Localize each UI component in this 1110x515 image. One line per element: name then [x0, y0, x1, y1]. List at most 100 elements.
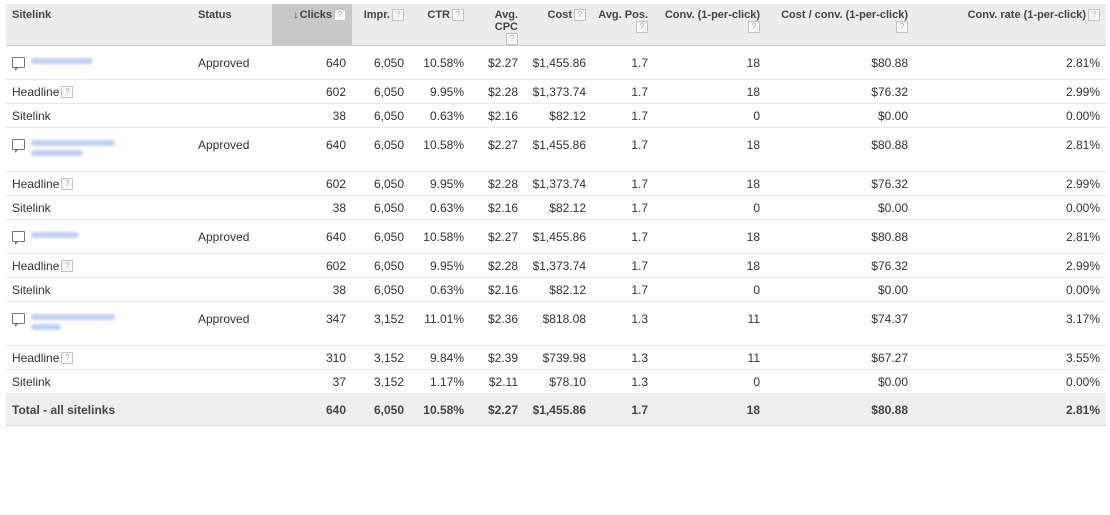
col-header-label: Conv. (1-per-click) [664, 9, 760, 21]
help-icon[interactable]: ? [61, 352, 74, 365]
help-icon[interactable]: ? [1088, 9, 1100, 22]
cost-cell: $1,455.86 [524, 45, 592, 81]
col-header-label: Avg. CPC [494, 9, 518, 33]
speech-bubble-icon [12, 139, 25, 154]
help-icon[interactable]: ? [61, 86, 74, 99]
col-header-ctr[interactable]: CTR? [410, 4, 470, 47]
cost-conv-cell: $0.00 [766, 195, 914, 221]
help-icon[interactable]: ? [636, 21, 648, 34]
cost-conv-cell: $80.88 [766, 127, 914, 173]
ctr-cell: 1.17% [410, 369, 470, 395]
sitelink-label: Sitelink [12, 282, 51, 297]
avg-cpc-cell: $2.28 [470, 171, 524, 197]
ctr-cell: 10.58% [410, 219, 470, 255]
avg-cpc-cell: $2.16 [470, 195, 524, 221]
conv-cell: 0 [654, 103, 766, 129]
col-header-conv-rate[interactable]: Conv. rate (1-per-click)? [914, 4, 1106, 47]
col-header-label: Sitelink [12, 9, 52, 21]
table-row: Sitelink 38 6,050 0.63% $2.16 $82.12 1.7 0 $0.00… [6, 195, 1106, 221]
col-header-sitelink[interactable]: Sitelink [6, 4, 192, 47]
col-header-label: Status [198, 9, 232, 21]
help-icon[interactable]: ? [334, 9, 346, 22]
table-row: Approved 640 6,050 10.58% $2.27 $1,455.86 1.7 1… [6, 219, 1106, 255]
col-header-avg-cpc[interactable]: Avg. CPC? [470, 4, 524, 47]
speech-bubble-icon [12, 57, 25, 72]
avg-pos-cell: 1.7 [592, 277, 654, 303]
avg-cpc-cell: $2.16 [470, 277, 524, 303]
cost-conv-cell: $76.32 [766, 79, 914, 105]
avg-pos-cell: 1.3 [592, 369, 654, 395]
table-row: Approved 640 6,050 10.58% $2.27 $1,455.86 1.7 1… [6, 45, 1106, 81]
conv-rate-cell: 0.00% [914, 103, 1106, 129]
clicks-cell: 310 [272, 345, 352, 371]
col-header-cost[interactable]: Cost? [524, 4, 592, 47]
col-header-conv[interactable]: Conv. (1-per-click)? [654, 4, 766, 47]
headline-label: Headline [12, 258, 60, 273]
impr-cell: 6,050 [352, 277, 410, 303]
conv-rate-cell: 2.81% [914, 45, 1106, 81]
help-icon[interactable]: ? [392, 9, 404, 22]
col-header-label: Impr. [363, 9, 390, 21]
conv-rate-cell: 3.17% [914, 301, 1106, 347]
col-header-clicks[interactable]: ↓Clicks? [272, 4, 352, 47]
sitelinks-table: Sitelink Status ↓Clicks? Impr.? CTR? Avg… [6, 4, 1106, 427]
col-header-status[interactable]: Status [192, 4, 272, 47]
status-cell [192, 345, 272, 371]
clicks-cell: 602 [272, 253, 352, 279]
conv-rate-cell: 2.99% [914, 253, 1106, 279]
sitelink-link-blurred[interactable] [31, 56, 93, 65]
clicks-cell: 37 [272, 369, 352, 395]
col-header-label: Avg. Pos. [598, 9, 648, 21]
sitelink-link-blurred[interactable] [31, 312, 115, 331]
avg-cpc-cell: $2.27 [470, 45, 524, 81]
conv-cell: 0 [654, 369, 766, 395]
conv-cell: 0 [654, 195, 766, 221]
avg-cpc-cell: $2.27 [470, 219, 524, 255]
avg-cpc-cell: $2.39 [470, 345, 524, 371]
col-header-impr[interactable]: Impr.? [352, 4, 410, 47]
clicks-cell: 640 [272, 45, 352, 81]
avg-cpc-cell: $2.27 [470, 127, 524, 173]
help-icon[interactable]: ? [896, 21, 908, 34]
status-cell: Approved [192, 127, 272, 173]
table-row: Sitelink 37 3,152 1.17% $2.11 $78.10 1.3 0 $0.00… [6, 369, 1106, 395]
conv-cell: 18 [654, 219, 766, 255]
avg-pos-cell: 1.7 [592, 45, 654, 81]
avg-cpc-cell: $2.28 [470, 253, 524, 279]
sitelink-link-blurred[interactable] [31, 230, 79, 239]
status-cell: Approved [192, 45, 272, 81]
cost-cell: $82.12 [524, 103, 592, 129]
avg-pos-cell: 1.7 [592, 195, 654, 221]
clicks-cell: 602 [272, 79, 352, 105]
total-row: Total - all sitelinks 640 6,050 10.58% $… [6, 393, 1106, 427]
status-cell [192, 79, 272, 105]
sitelink-cell: Headline? [6, 171, 192, 197]
help-icon[interactable]: ? [506, 33, 518, 46]
status-cell [192, 253, 272, 279]
col-header-avg-pos[interactable]: Avg. Pos.? [592, 4, 654, 47]
avg-pos-cell: 1.7 [592, 219, 654, 255]
impr-cell: 3,152 [352, 345, 410, 371]
table-row: Headline? 602 6,050 9.95% $2.28 $1,373.74 1.7 1… [6, 253, 1106, 279]
table-row: Headline? 602 6,050 9.95% $2.28 $1,373.74 1.7 1… [6, 171, 1106, 197]
help-icon[interactable]: ? [61, 178, 74, 191]
clicks-cell: 38 [272, 103, 352, 129]
sitelink-cell: Sitelink [6, 369, 192, 395]
help-icon[interactable]: ? [452, 9, 464, 22]
ctr-cell: 9.95% [410, 79, 470, 105]
help-icon[interactable]: ? [748, 21, 760, 34]
sitelink-cell: Sitelink [6, 103, 192, 129]
help-icon[interactable]: ? [574, 9, 586, 22]
impr-cell: 6,050 [352, 195, 410, 221]
help-icon[interactable]: ? [61, 260, 74, 273]
sitelink-link-blurred[interactable] [31, 138, 115, 157]
cost-cell: $1,373.74 [524, 171, 592, 197]
cost-cell: $1,373.74 [524, 253, 592, 279]
cost-conv-cell: $0.00 [766, 369, 914, 395]
sort-desc-icon: ↓ [293, 9, 299, 21]
avg-pos-cell: 1.7 [592, 103, 654, 129]
col-header-cost-per-conv[interactable]: Cost / conv. (1-per-click)? [766, 4, 914, 47]
conv-rate-cell: 2.99% [914, 171, 1106, 197]
conv-rate-cell: 2.81% [914, 219, 1106, 255]
conv-cell: 18 [654, 79, 766, 105]
